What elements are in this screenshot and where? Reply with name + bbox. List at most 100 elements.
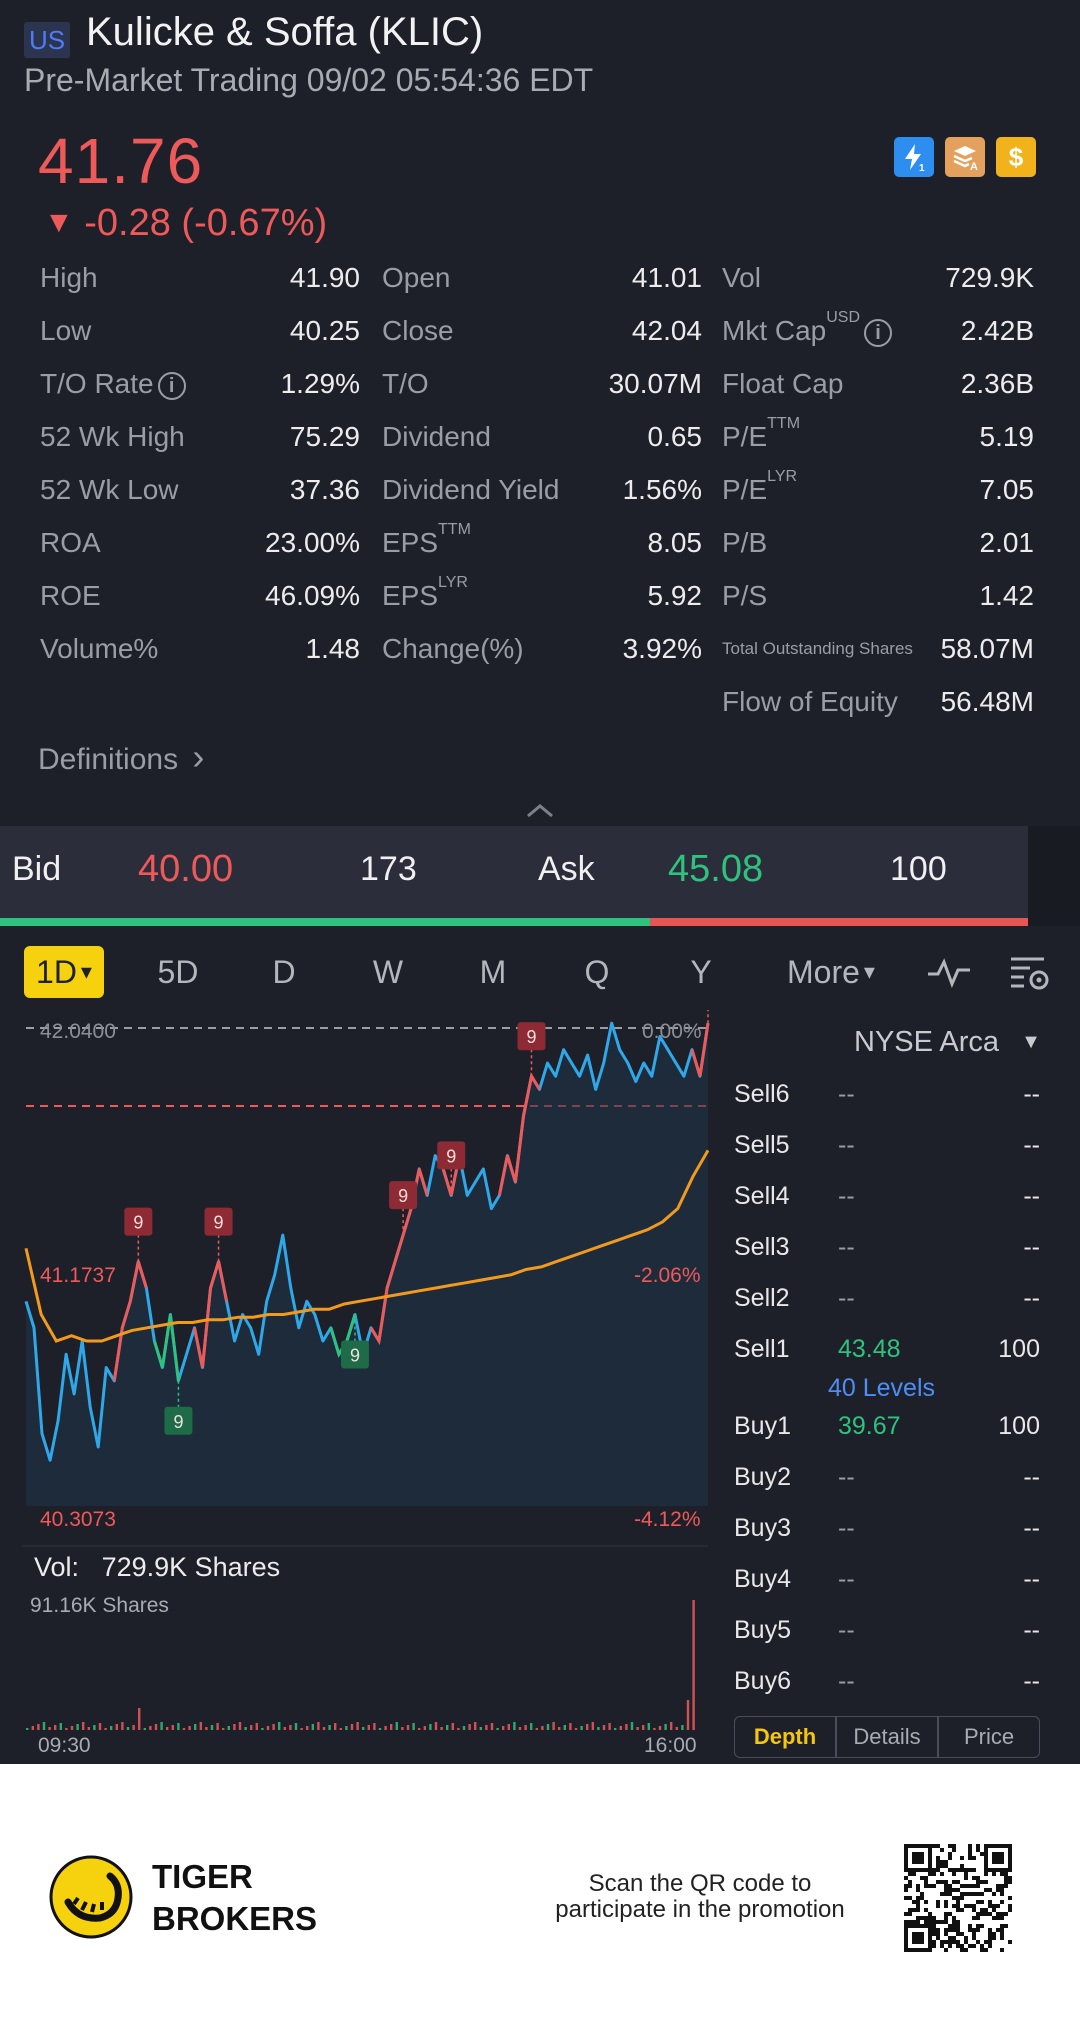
qr-module	[972, 1892, 976, 1896]
stat-label: High	[40, 262, 98, 294]
qr-module	[908, 1884, 912, 1888]
vol-prefix: Vol:	[34, 1552, 80, 1582]
volume-bar	[367, 1725, 370, 1730]
buy-level-row: Buy2 -- --	[734, 1463, 1040, 1503]
vol-value: 729.9K Shares	[101, 1552, 281, 1582]
qr-code-icon[interactable]	[904, 1844, 1012, 1952]
signal-marker	[389, 1181, 418, 1210]
volume-bar	[98, 1723, 102, 1730]
qr-module	[956, 1900, 960, 1904]
qr-module	[940, 1880, 944, 1884]
volume-bar	[502, 1726, 505, 1730]
stat-col1-row[interactable]: T/O Rate i 1.29%	[40, 368, 360, 408]
qr-module	[952, 1880, 956, 1884]
volume-bar	[76, 1724, 79, 1730]
qr-module	[952, 1916, 956, 1920]
sell-level-price: --	[838, 1233, 855, 1261]
qr-module	[968, 1904, 972, 1908]
volume-bar	[65, 1728, 68, 1730]
tab-y[interactable]: Y	[678, 946, 724, 998]
qr-module	[988, 1904, 992, 1908]
tab-label: 1D	[36, 953, 77, 990]
tab-label: W	[372, 953, 404, 990]
level1-lightning-icon[interactable]: 1	[894, 137, 934, 177]
sell-level-name: Sell3	[734, 1233, 790, 1261]
dollar-icon[interactable]: $	[996, 137, 1036, 177]
qr-module	[952, 1888, 956, 1892]
stat-label: Flow of Equity	[722, 686, 898, 718]
stat-label: Change(%)	[382, 633, 524, 665]
stat-label-text: T/O	[382, 368, 429, 399]
volume-bar	[289, 1725, 292, 1730]
stat-label-text: ROA	[40, 527, 101, 558]
volume-bar	[37, 1724, 40, 1730]
sell-level-name: Sell6	[734, 1080, 790, 1108]
qr-module	[1008, 1940, 1012, 1944]
change-value: -0.28 (-0.67%)	[84, 202, 328, 244]
definitions-link[interactable]: Definitions ›	[38, 736, 204, 778]
qr-module	[944, 1932, 948, 1936]
qr-module	[948, 1868, 952, 1872]
tab-d[interactable]: D	[262, 946, 306, 998]
brand-line-2: BROKERS	[152, 1900, 318, 1937]
info-icon[interactable]: i	[864, 318, 893, 347]
stat-col2-row: Dividend 0.65	[382, 421, 702, 461]
volume-bar	[390, 1724, 393, 1730]
tab-1d[interactable]: 1D ▾	[24, 946, 104, 998]
tab-more[interactable]: More ▾	[776, 946, 886, 998]
stat-col3-row[interactable]: Mkt CapUSDi 2.42B	[722, 309, 1034, 355]
volume-bar	[490, 1723, 494, 1730]
exchange-selector[interactable]: NYSE Arca ▼	[854, 1026, 1041, 1059]
volume-bar	[485, 1725, 488, 1730]
svg-text:1: 1	[919, 163, 925, 172]
qr-module	[968, 1924, 972, 1928]
qr-module	[1004, 1872, 1008, 1876]
qr-module	[988, 1888, 992, 1892]
tab-5d[interactable]: 5D	[150, 946, 206, 998]
ob-tab-depth[interactable]: Depth	[734, 1716, 836, 1758]
stat-value: 42.04	[631, 315, 702, 346]
stat-label-sup: USD	[826, 309, 861, 326]
qr-module	[956, 1908, 960, 1912]
session-status: Pre-Market Trading 09/02 05:54:36 EDT	[24, 62, 594, 98]
stat-label: Low	[40, 315, 91, 347]
chart-settings-icon[interactable]	[1008, 954, 1052, 992]
volume-bar	[132, 1725, 135, 1730]
qr-module	[916, 1888, 920, 1892]
qr-module	[972, 1868, 976, 1872]
volume-bar	[87, 1727, 90, 1730]
tiger-logo-icon	[49, 1855, 133, 1939]
ob-tab-price[interactable]: Price	[938, 1716, 1040, 1758]
indicator-wave-icon[interactable]	[926, 956, 972, 988]
collapse-chevron-icon[interactable]	[524, 802, 556, 818]
volume-bar	[238, 1722, 242, 1730]
volume-bar	[384, 1726, 387, 1730]
intraday-chart[interactable]: 99999999	[0, 1010, 720, 1770]
stack-a-icon[interactable]: A	[945, 137, 985, 177]
tab-q[interactable]: Q	[572, 946, 622, 998]
stat-label-text: T/O Rate	[40, 368, 154, 399]
levels-link[interactable]: 40 Levels	[828, 1374, 936, 1402]
qr-module	[980, 1852, 984, 1856]
time-start-label: 09:30	[38, 1734, 91, 1757]
qr-module	[976, 1880, 980, 1884]
tab-w[interactable]: W	[366, 946, 410, 998]
qr-module	[960, 1864, 964, 1868]
qr-module	[952, 1844, 956, 1848]
qr-module	[936, 1932, 940, 1936]
y-top-label: 42.0400	[40, 1020, 116, 1043]
info-icon[interactable]: i	[157, 371, 186, 400]
average-price-line	[24, 1149, 710, 1343]
volume-bar	[70, 1726, 74, 1730]
volume-bar	[194, 1724, 197, 1730]
qr-module	[960, 1856, 964, 1860]
qr-module	[944, 1900, 948, 1904]
qr-module	[1004, 1912, 1008, 1916]
qr-module	[956, 1868, 960, 1872]
qr-module	[920, 1892, 924, 1896]
tab-m[interactable]: M	[468, 946, 518, 998]
qr-module	[936, 1844, 940, 1848]
volume-bar	[518, 1727, 522, 1730]
qr-module	[936, 1860, 940, 1864]
ob-tab-details[interactable]: Details	[836, 1716, 938, 1758]
